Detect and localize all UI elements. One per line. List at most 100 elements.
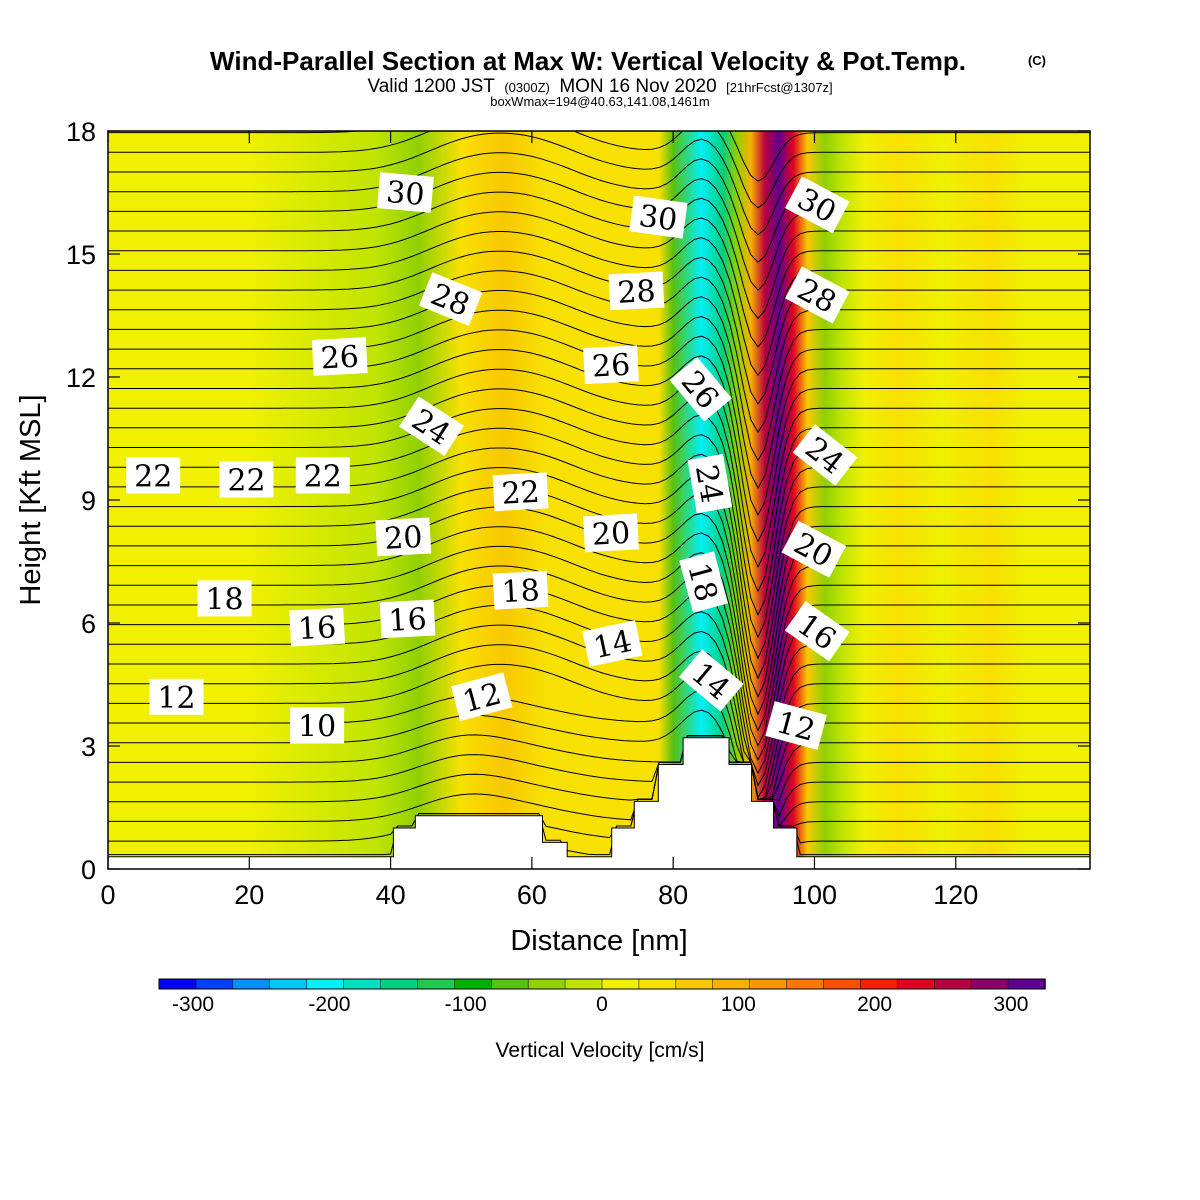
contour-label: 26 (583, 345, 639, 385)
isentrope-line (108, 152, 1090, 263)
contour-label: 14 (582, 620, 643, 667)
colorbar-swatch (564, 978, 603, 990)
isentrope-line (108, 486, 1090, 698)
contour-label: 22 (126, 457, 181, 494)
y-tick-label: 18 (66, 117, 96, 147)
contour-label-box (784, 600, 850, 662)
x-tick-label: 20 (234, 880, 264, 910)
contour-label: 18 (679, 551, 728, 613)
contour-label-box (765, 701, 827, 750)
contour-label-text: 14 (590, 624, 635, 666)
isentrope-line (108, 644, 1090, 800)
x-tick-label: 0 (100, 880, 115, 910)
contour-label-box (375, 517, 432, 557)
contour-label-box (582, 620, 643, 667)
colorbar-frame (158, 978, 1046, 990)
isentrope-line (108, 131, 1090, 209)
colorbar-tick-label: 100 (721, 993, 756, 1016)
isentrope-line (108, 408, 1090, 617)
colorbar-tick-label: -200 (308, 993, 350, 1016)
colorbar-tick-label: 0 (596, 993, 608, 1016)
isentrope-line (108, 467, 1090, 680)
colorbar-tick-label: 200 (857, 993, 892, 1016)
isentrope-line (108, 585, 1090, 775)
contour-label-box (290, 707, 345, 744)
y-tick-label: 12 (66, 363, 96, 393)
x-axis: 0 20 40 60 80 100 120 (100, 131, 978, 910)
isentrope-line (108, 735, 1090, 827)
contour-label-box (149, 678, 204, 715)
contour-label-box (679, 551, 728, 613)
contour-label-box (450, 672, 513, 722)
x-tick-label: 80 (658, 880, 688, 910)
contour-label-text: 16 (388, 602, 428, 639)
colorbar-swatch (491, 978, 529, 990)
isentrope-line (108, 709, 1090, 800)
colorbar-tick-label: -300 (172, 993, 214, 1016)
contour-label-box (399, 396, 465, 457)
contour-label: 12 (149, 678, 204, 716)
y-tick-label: 0 (81, 855, 96, 885)
isentrope-line (108, 689, 1090, 800)
isentrope-line (108, 735, 1090, 856)
chart-title: Wind-Parallel Section at Max W: Vertical… (210, 46, 966, 76)
contour-label-text: 22 (304, 459, 342, 494)
contour-label: 16 (289, 607, 346, 647)
contour-label-text: 24 (688, 462, 729, 506)
isentrope-line (108, 735, 1090, 828)
copyright-mark: (C) (1028, 53, 1046, 68)
contour-label-text: 22 (134, 459, 172, 494)
isentrope-line (108, 270, 1090, 434)
contour-label: 30 (376, 172, 434, 213)
contour-label-box (781, 520, 847, 578)
terrain (108, 737, 1090, 869)
colorbar-swatch (454, 978, 492, 990)
contour-label-box (583, 345, 639, 385)
colorbar-swatch (934, 978, 972, 990)
contour-label-box (197, 580, 252, 617)
contour-label-text: 22 (501, 475, 541, 512)
chart-title-group: Wind-Parallel Section at Max W: Vertical… (210, 46, 1046, 109)
contour-label-box (492, 570, 549, 610)
x-tick-label: 40 (376, 880, 406, 910)
isentrope-line (108, 735, 1090, 844)
contour-label-text: 18 (501, 573, 541, 610)
x-tick-label: 120 (933, 880, 978, 910)
isentrope-line (108, 388, 1090, 593)
contour-label: 18 (197, 580, 252, 617)
x-tick-label: 100 (792, 880, 837, 910)
contour-label-box (379, 599, 436, 639)
contour-label-text: 28 (617, 274, 657, 311)
contour-label: 22 (295, 457, 350, 494)
plot-area (108, 131, 1090, 869)
colorbar-swatches (158, 978, 1046, 990)
isentrope-line (108, 663, 1090, 800)
colorbar-swatch (823, 978, 862, 990)
contour-label-text: 30 (637, 199, 680, 239)
contour-label: 22 (492, 472, 549, 512)
contour-label: 28 (608, 271, 665, 311)
isentrope-line (108, 309, 1090, 489)
contour-label-text: 26 (320, 340, 360, 377)
y-tick-label: 3 (81, 732, 96, 762)
x-tick-label: 60 (517, 880, 547, 910)
contour-label-text: 30 (385, 175, 426, 213)
contour-label-box (583, 513, 639, 553)
contour-label-box (629, 195, 688, 239)
colorbar-label: Vertical Velocity [cm/s] (496, 1039, 705, 1062)
y-tick-label: 9 (81, 486, 96, 516)
contour-label-text: 22 (227, 464, 265, 499)
contour-label: 20 (375, 517, 432, 557)
colorbar-swatch (675, 978, 714, 990)
y-tick-label: 15 (66, 240, 96, 270)
y-axis-label: Height [Kft MSL] (15, 394, 47, 605)
contour-label-box (376, 172, 434, 213)
colorbar-swatch (749, 978, 788, 990)
contour-label-box (311, 337, 368, 376)
colorbar-swatch (601, 978, 640, 990)
colorbar-swatch (158, 978, 197, 990)
y-tick-label: 6 (81, 609, 96, 639)
contour-label-box (687, 453, 733, 514)
